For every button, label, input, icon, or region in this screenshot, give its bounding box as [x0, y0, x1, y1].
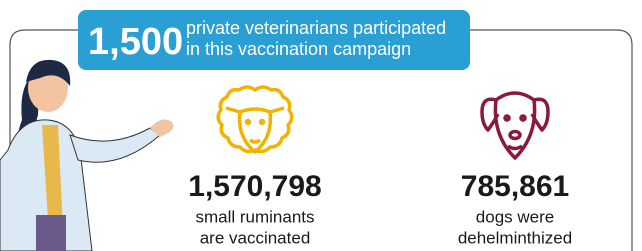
page: {"banner": {"number": "1,500", "lines": … — [0, 0, 642, 251]
banner-number: 1,500 — [88, 21, 183, 63]
infographic: 1,500 private veterinarians participated… — [0, 0, 642, 251]
dog-icon — [482, 93, 548, 158]
stat-number: 1,570,798 — [188, 170, 321, 203]
stat-label: small ruminants — [195, 207, 314, 226]
stat-label: dogs were — [476, 207, 554, 226]
stat-label: are vaccinated — [200, 228, 311, 247]
banner-text: private veterinarians participated — [186, 18, 446, 38]
stat-label: dehelminthized — [458, 228, 572, 247]
banner-text: in this vaccination campaign — [186, 39, 411, 59]
woman-illustration — [0, 60, 174, 251]
stat-number: 785,861 — [461, 170, 569, 203]
sheep-icon — [218, 87, 292, 152]
